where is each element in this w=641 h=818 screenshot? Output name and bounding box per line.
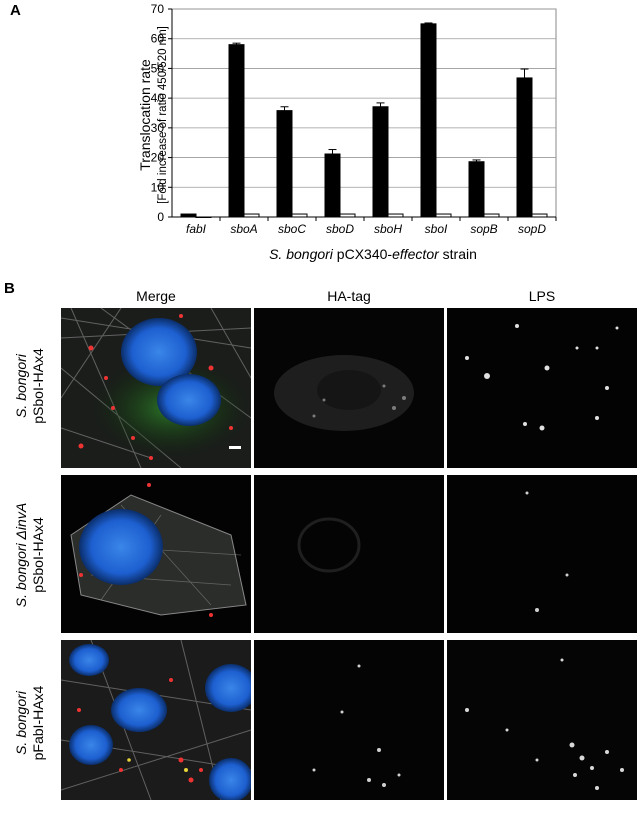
panel-a-letter: A: [10, 2, 21, 19]
row-label-strain: S. bongori ΔinvA: [13, 460, 30, 650]
bar: [324, 153, 341, 218]
y-tick-label: 50: [151, 61, 165, 75]
x-axis-label-part: strain: [439, 246, 477, 262]
bar: [420, 23, 437, 218]
x-axis-label-part: S. bongori: [269, 246, 334, 262]
x-tick-label: fabI: [186, 222, 207, 236]
x-axis-label-part: effector: [392, 246, 440, 262]
x-tick-label: sboD: [326, 222, 354, 236]
row-label-mutation: ΔinvA: [13, 502, 29, 540]
column-header-merge: Merge: [136, 288, 176, 304]
bar-chart: 0 10 20 30 40 50 60 70 fabI sboA sboC sboD sboH sboI s…: [137, 2, 557, 262]
x-tick-label: sopD: [518, 222, 546, 236]
y-tick-label: 60: [151, 32, 165, 46]
micrograph-ha-tag-row1: [254, 308, 444, 468]
micrograph-lps-row1: [447, 308, 637, 468]
column-header-lps: LPS: [528, 288, 556, 304]
x-tick-label: sboI: [425, 222, 448, 236]
micrograph-ha-tag-row3: [254, 640, 444, 800]
row-label-strain: S. bongori: [13, 691, 29, 755]
x-tick-label: sopB: [470, 222, 497, 236]
scale-bar: [229, 446, 241, 449]
y-axis-label: Translocation rate: [137, 59, 153, 171]
y-tick-label: 10: [151, 180, 165, 194]
micrograph-ha-tag-row2: [254, 475, 444, 633]
x-tick-label: sboH: [374, 222, 402, 236]
x-axis-label-part: pCX340-: [333, 246, 392, 262]
y-tick-label: 70: [151, 2, 165, 16]
bar: [516, 77, 533, 218]
y-tick-label: 20: [151, 151, 165, 165]
x-tick-label: sboA: [230, 222, 257, 236]
y-axis-sublabel: [Fold increase of ratio 450/520 nm]: [157, 26, 169, 204]
row-label-1: S. bongori pSboI-HAx4: [13, 291, 47, 481]
bar: [228, 44, 245, 218]
y-tick-label: 0: [157, 210, 164, 224]
row-label-plasmid: pFabI-HAx4: [30, 685, 46, 761]
bar: [468, 161, 485, 218]
x-tick-label: sboC: [278, 222, 306, 236]
panel-b-letter: B: [4, 280, 15, 297]
micrograph-lps-row3: [447, 640, 637, 800]
row-label-strain: S. bongori: [13, 354, 29, 418]
micrograph-merge-row3: [61, 640, 251, 800]
micrograph-merge-row2: [61, 475, 251, 633]
row-label-3: S. bongori pFabI-HAx4: [13, 628, 47, 818]
micrograph-lps-row2: [447, 475, 637, 633]
x-axis-label: S. bongori pCX340-effector strain: [269, 246, 477, 262]
row-label-strain-part: S. bongori: [13, 539, 29, 608]
row-label-2: S. bongori ΔinvA pSboI-HAx4: [13, 460, 47, 650]
y-tick-label: 40: [151, 91, 165, 105]
chart-axes: 0 10 20 30 40 50 60 70 fabI sboA sboC sboD sboH sboI s…: [151, 2, 557, 236]
row-label-plasmid: pSboI-HAx4: [30, 348, 46, 424]
row-label-plasmid: pSboI-HAx4: [30, 517, 46, 593]
micrograph-merge-row1: [61, 308, 251, 468]
y-tick-label: 30: [151, 121, 165, 135]
bar: [372, 106, 389, 218]
bar: [276, 110, 293, 218]
column-header-ha-tag: HA-tag: [327, 288, 371, 304]
